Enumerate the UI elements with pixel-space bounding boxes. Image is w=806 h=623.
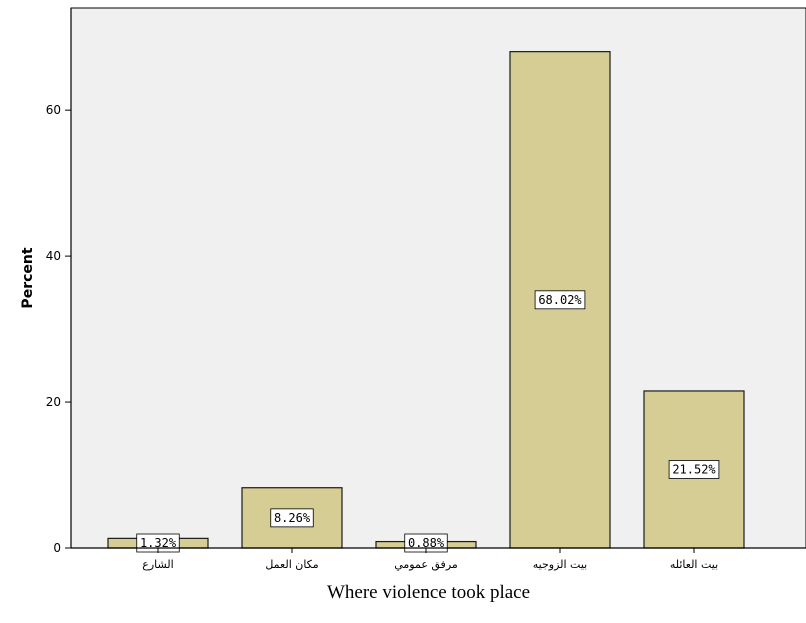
x-tick-label: مرفق عمومي [394, 558, 458, 572]
x-tick-label: مكان العمل [265, 558, 318, 571]
y-tick-label: 20 [46, 395, 61, 409]
y-ticks-group: 0 20 40 60 [46, 103, 71, 555]
y-axis-label: Percent [20, 247, 36, 308]
y-tick-label: 40 [46, 249, 61, 263]
data-label-box [534, 290, 586, 310]
x-tick-label: بيت العائله [670, 558, 718, 571]
x-tick-label: الشارع [142, 558, 173, 571]
data-label: 68.02% [538, 293, 582, 307]
data-label-box [270, 508, 314, 528]
data-label: 0.88% [408, 536, 445, 550]
data-label: 8.26% [274, 511, 311, 525]
data-label-box [668, 460, 720, 479]
x-tick-label: بيت الزوجيه [533, 558, 587, 571]
data-label: 1.32% [140, 536, 177, 550]
y-tick-label: 0 [53, 541, 61, 555]
y-tick-label: 60 [46, 103, 61, 117]
x-axis-label: Where violence took place [327, 582, 530, 603]
x-ticks-group: الشارع مكان العمل مرفق عمومي بيت الزوجيه بيت… [142, 548, 718, 572]
data-label: 21.52% [672, 462, 716, 476]
